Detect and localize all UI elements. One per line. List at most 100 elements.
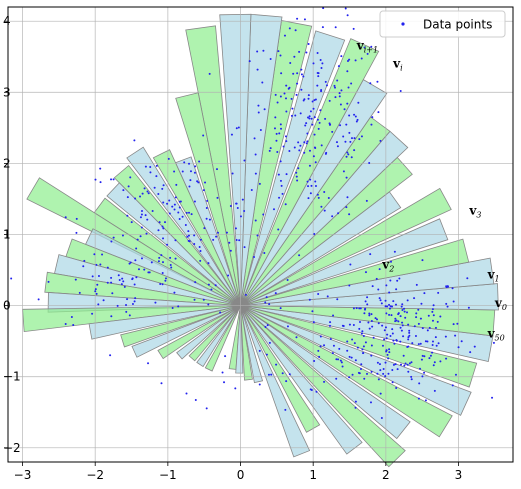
data-point (215, 235, 218, 238)
data-point (345, 123, 348, 126)
data-point (216, 196, 219, 199)
data-point (424, 340, 427, 343)
data-point (400, 305, 403, 308)
data-point (395, 387, 398, 390)
data-point (379, 139, 382, 142)
data-point (406, 311, 409, 314)
data-point (357, 101, 360, 104)
data-point (400, 329, 403, 332)
data-point (315, 390, 318, 393)
data-point (126, 214, 129, 217)
data-point (392, 339, 395, 342)
data-point (274, 292, 277, 295)
data-point (194, 165, 197, 168)
data-point (331, 130, 334, 133)
data-point (308, 298, 311, 301)
data-point (323, 380, 326, 383)
data-point (332, 314, 335, 317)
data-point (413, 297, 416, 300)
data-point (244, 293, 247, 296)
data-point (214, 284, 217, 287)
data-point (384, 299, 387, 302)
data-point (325, 84, 328, 87)
data-point (134, 259, 137, 262)
data-point (358, 372, 361, 375)
data-point (314, 98, 317, 101)
data-point (426, 329, 429, 332)
data-point (333, 84, 336, 87)
data-point (263, 252, 266, 255)
sector-44 (88, 305, 241, 340)
data-point (37, 298, 40, 301)
data-point (421, 327, 424, 330)
data-point (354, 406, 357, 409)
data-point (386, 333, 389, 336)
data-point (320, 67, 323, 70)
data-point (288, 149, 291, 152)
data-point (388, 351, 391, 354)
data-point (129, 176, 132, 179)
data-point (431, 351, 434, 354)
data-point (173, 203, 176, 206)
data-point (193, 298, 196, 301)
data-point (417, 343, 420, 346)
data-point (166, 243, 169, 246)
data-point (286, 325, 289, 328)
data-point (275, 363, 278, 366)
data-point (383, 329, 386, 332)
data-point (431, 340, 434, 343)
data-point (279, 179, 282, 182)
data-point (346, 14, 349, 17)
data-point (359, 368, 362, 371)
data-point (189, 170, 192, 173)
data-point (147, 362, 150, 365)
data-point (352, 307, 355, 310)
data-point (140, 213, 143, 216)
data-point (295, 175, 298, 178)
data-point (237, 126, 240, 129)
data-point (337, 358, 340, 361)
data-point (189, 179, 192, 182)
data-point (190, 213, 193, 216)
data-point (323, 209, 326, 212)
data-point (198, 160, 201, 163)
data-point (411, 342, 414, 345)
data-point (313, 133, 316, 136)
data-point (363, 308, 366, 311)
sector-11 (240, 305, 478, 388)
data-point (161, 261, 164, 264)
data-point (423, 292, 426, 295)
sector-16 (240, 238, 470, 306)
data-point (348, 376, 351, 379)
data-point (368, 314, 371, 317)
data-point (379, 392, 382, 395)
data-point (332, 344, 335, 347)
sector-17 (240, 218, 449, 306)
data-point (370, 313, 373, 316)
data-point (314, 161, 317, 164)
data-point (148, 271, 151, 274)
data-point (265, 296, 268, 299)
data-point (288, 86, 291, 89)
data-point (91, 275, 94, 278)
data-point (407, 370, 410, 373)
data-point (296, 17, 299, 20)
data-point (162, 201, 165, 204)
data-point (334, 26, 337, 29)
data-point (421, 375, 424, 378)
data-point (341, 365, 344, 368)
data-point (329, 337, 332, 340)
data-point (444, 335, 447, 338)
data-point (47, 280, 50, 283)
data-point (361, 330, 364, 333)
data-point (335, 377, 338, 380)
data-point (133, 300, 136, 303)
data-point (75, 231, 78, 234)
data-point (359, 321, 362, 324)
data-point (313, 116, 316, 119)
data-point (272, 208, 275, 211)
data-point (348, 131, 351, 134)
data-point (285, 380, 288, 383)
y-tick-label: 4 (3, 14, 11, 28)
data-point (193, 200, 196, 203)
